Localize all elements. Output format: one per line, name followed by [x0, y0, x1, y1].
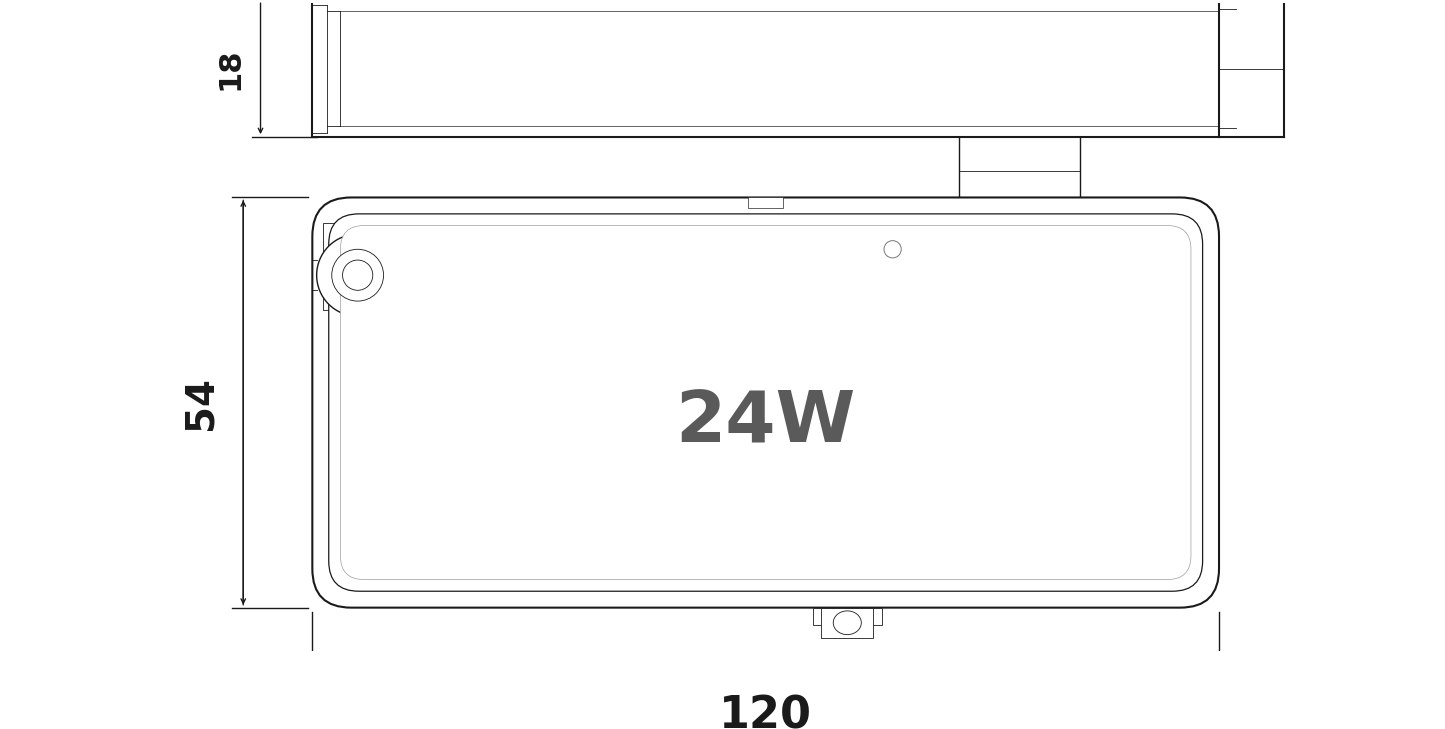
FancyBboxPatch shape: [329, 214, 1202, 591]
Bar: [749, 198, 783, 208]
Circle shape: [884, 241, 902, 258]
Circle shape: [342, 260, 373, 290]
Circle shape: [316, 234, 399, 316]
Circle shape: [332, 249, 383, 301]
Ellipse shape: [834, 611, 861, 635]
Text: 54: 54: [181, 375, 220, 429]
FancyBboxPatch shape: [341, 225, 1191, 580]
FancyBboxPatch shape: [312, 198, 1220, 608]
Bar: [812, 608, 881, 625]
Bar: [324, 223, 409, 310]
Text: 24W: 24W: [675, 389, 855, 458]
Text: 120: 120: [720, 694, 812, 729]
Bar: [821, 608, 873, 638]
Text: 18: 18: [215, 47, 244, 90]
